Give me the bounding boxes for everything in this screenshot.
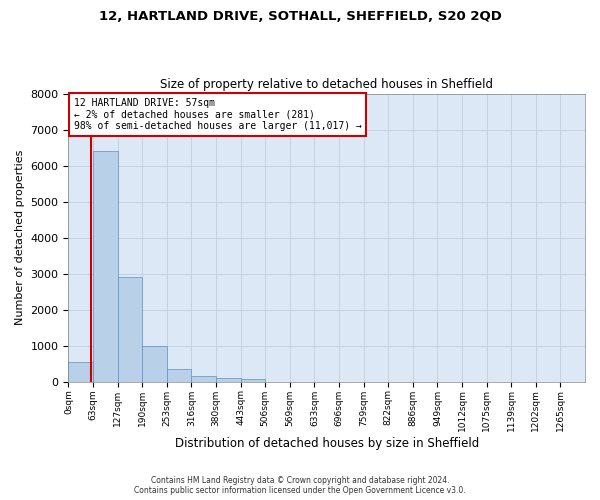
Text: 12 HARTLAND DRIVE: 57sqm
← 2% of detached houses are smaller (281)
98% of semi-d: 12 HARTLAND DRIVE: 57sqm ← 2% of detache… xyxy=(74,98,361,131)
Bar xyxy=(68,362,93,382)
Bar xyxy=(142,346,167,382)
Bar xyxy=(93,151,118,382)
Bar xyxy=(216,378,241,382)
Y-axis label: Number of detached properties: Number of detached properties xyxy=(15,150,25,326)
X-axis label: Distribution of detached houses by size in Sheffield: Distribution of detached houses by size … xyxy=(175,437,479,450)
Bar xyxy=(118,276,142,382)
Title: Size of property relative to detached houses in Sheffield: Size of property relative to detached ho… xyxy=(160,78,493,91)
Bar xyxy=(241,379,265,382)
Text: 12, HARTLAND DRIVE, SOTHALL, SHEFFIELD, S20 2QD: 12, HARTLAND DRIVE, SOTHALL, SHEFFIELD, … xyxy=(98,10,502,23)
Bar xyxy=(191,376,216,382)
Bar xyxy=(167,369,191,382)
Text: Contains HM Land Registry data © Crown copyright and database right 2024.
Contai: Contains HM Land Registry data © Crown c… xyxy=(134,476,466,495)
